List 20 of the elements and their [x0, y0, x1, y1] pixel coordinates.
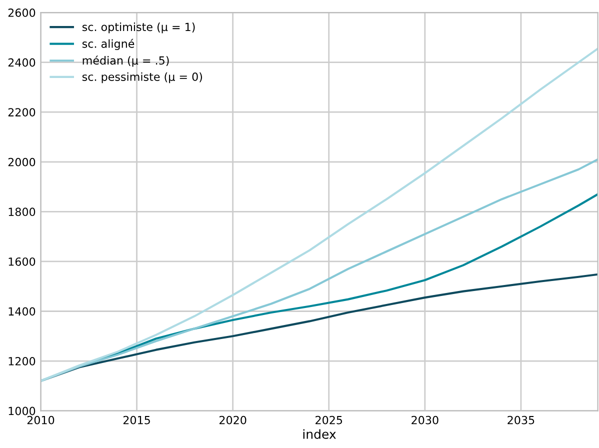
x-tick-label: 2020	[220, 416, 246, 424]
legend-label: médian (μ = .5)	[82, 56, 169, 67]
y-tick-label: 2600	[8, 8, 36, 17]
y-tick-label: 1800	[8, 208, 36, 216]
legend-label: sc. aligné	[82, 38, 134, 50]
legend-label: sc. optimiste (μ = 1)	[82, 22, 195, 34]
y-tick-label: 2000	[8, 158, 36, 166]
y-tick-label: 2200	[8, 108, 36, 116]
y-tick-label: 2400	[8, 58, 36, 67]
x-tick-label: 2025	[316, 416, 342, 424]
x-tick-label: 2035	[508, 416, 534, 424]
y-tick-label: 1400	[8, 307, 36, 316]
x-axis-title: index	[303, 429, 336, 439]
x-tick-label: 2030	[412, 416, 438, 424]
x-tick-label: 2015	[123, 416, 150, 424]
legend-label: sc. pessimiste (μ = 0)	[82, 72, 202, 84]
y-tick-label: 1000	[8, 406, 36, 416]
y-tick-label: 1200	[8, 357, 36, 366]
x-tick-label: 2010	[27, 416, 54, 424]
y-tick-label: 1600	[8, 257, 36, 266]
